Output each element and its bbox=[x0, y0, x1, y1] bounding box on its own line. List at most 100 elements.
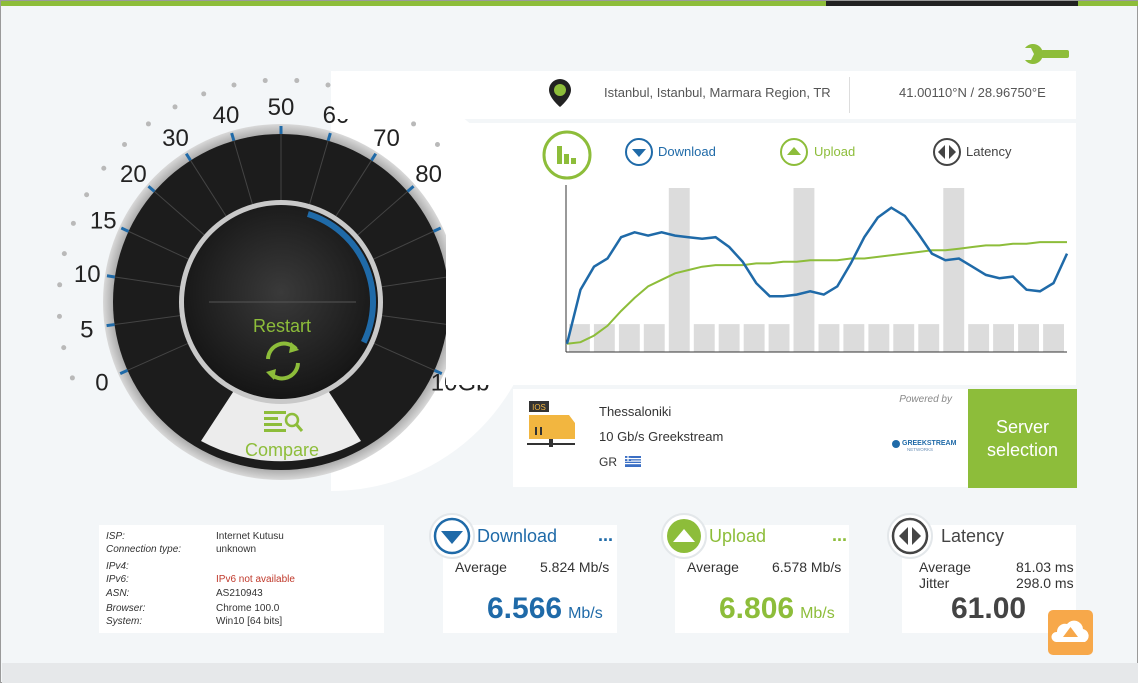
latency-bar bbox=[1018, 324, 1039, 352]
gauge-segment-divider bbox=[190, 160, 228, 218]
gauge-label-5: 5 bbox=[80, 316, 93, 343]
gauge-dot bbox=[69, 375, 75, 381]
gauge-segment-divider bbox=[379, 276, 448, 288]
latency-bar bbox=[843, 324, 865, 352]
upload-result-unit: Mb/s bbox=[800, 605, 835, 622]
server-panel: Powered by IOS Thessaloniki 10 Gb/s Gree… bbox=[513, 389, 968, 487]
download-average-value: 5.824 Mb/s bbox=[540, 559, 610, 575]
gauge-segment-divider bbox=[128, 230, 191, 261]
wrench-icon[interactable] bbox=[1023, 41, 1073, 67]
download-result-unit: Mb/s bbox=[568, 605, 603, 622]
gauge-label-0: 0 bbox=[95, 370, 108, 397]
latency-bars bbox=[569, 188, 1064, 352]
latency-bar bbox=[668, 188, 690, 352]
latency-bar bbox=[818, 324, 840, 352]
gauge-segment-divider bbox=[371, 230, 434, 261]
upload-result-value: 6.806 bbox=[719, 592, 795, 625]
gauge-dot bbox=[434, 142, 440, 148]
latency-jitter-label: Jitter bbox=[919, 575, 950, 591]
svg-text:GREEKSTREAM: GREEKSTREAM bbox=[902, 440, 957, 447]
location-coords: 41.00110°N / 28.96750°E bbox=[899, 85, 1046, 100]
gauge-label-40: 40 bbox=[213, 102, 240, 129]
upload-average-value: 6.578 Mb/s bbox=[772, 559, 842, 575]
latency-bar bbox=[643, 324, 665, 352]
latency-jitter-value: 298.0 ms bbox=[1016, 575, 1074, 591]
download-legend-label: Download bbox=[658, 144, 716, 159]
server-selection-button[interactable]: Server selection bbox=[968, 389, 1077, 488]
gauge-dot bbox=[411, 121, 417, 127]
gauge-label-80: 80 bbox=[415, 161, 442, 188]
download-legend-icon bbox=[625, 138, 653, 166]
latency-stat-icon bbox=[887, 513, 933, 559]
gauge-dot bbox=[122, 142, 128, 148]
upload-legend-label: Upload bbox=[814, 144, 856, 159]
server-selection-label-2: selection bbox=[986, 439, 1059, 460]
server-icon: IOS bbox=[527, 401, 575, 447]
footer-strip bbox=[2, 663, 1138, 683]
gauge-segment-divider bbox=[308, 140, 329, 207]
restart-icon[interactable] bbox=[266, 341, 300, 381]
gauge-tick bbox=[106, 274, 116, 279]
location-separator bbox=[849, 77, 850, 113]
upload-series-line bbox=[566, 241, 1067, 345]
download-series-line bbox=[565, 206, 1069, 345]
latency-bar bbox=[569, 324, 590, 352]
download-average-label: Average bbox=[455, 559, 507, 575]
greekstream-logo: GREEKSTREAM NETWORKS bbox=[892, 440, 957, 452]
cloud-upload-icon bbox=[1051, 620, 1089, 642]
gauge-segment-divider bbox=[372, 342, 435, 371]
gauge-dot bbox=[84, 192, 90, 198]
gauge-tick bbox=[432, 226, 442, 233]
latency-legend-icon bbox=[933, 138, 961, 166]
gauge-dot bbox=[145, 121, 151, 127]
latency-bar bbox=[793, 188, 815, 352]
latency-bar bbox=[768, 324, 790, 352]
gauge-dot bbox=[201, 91, 207, 97]
gauge-dot bbox=[61, 251, 67, 257]
compare-icon bbox=[264, 411, 304, 432]
gauge-label-70: 70 bbox=[373, 125, 400, 152]
server-city: Thessaloniki bbox=[599, 404, 672, 419]
upload-result: 6.806 Mb/s bbox=[719, 592, 835, 626]
location-text: Istanbul, Istanbul, Marmara Region, TR bbox=[604, 85, 831, 100]
top-accent-bar-right bbox=[1078, 1, 1138, 6]
gauge-dot bbox=[294, 78, 300, 84]
download-stat-icon bbox=[429, 513, 475, 559]
download-more-button[interactable]: ... bbox=[598, 525, 614, 545]
connection-info-panel: ISP: Internet Kutusu Connection type: unkn… bbox=[99, 525, 384, 633]
download-result-value: 6.566 bbox=[487, 592, 563, 625]
svg-text:NETWORKS: NETWORKS bbox=[907, 447, 933, 452]
gauge-progress-arc bbox=[307, 211, 376, 344]
gauge-dot bbox=[325, 82, 331, 88]
gauge-tick bbox=[147, 185, 156, 193]
upload-stat-title: Upload bbox=[709, 526, 767, 546]
gauge-segment-divider bbox=[154, 191, 207, 237]
gauge-dot bbox=[101, 165, 107, 171]
gauge-dot bbox=[70, 220, 76, 226]
server-country: GR bbox=[599, 455, 617, 469]
map-pin-icon bbox=[549, 79, 571, 107]
latency-average-value: 81.03 ms bbox=[1016, 559, 1074, 575]
location-bar: Istanbul, Istanbul, Marmara Region, TR 4… bbox=[336, 71, 1076, 119]
latency-average-label: Average bbox=[919, 559, 971, 575]
upload-more-button[interactable]: ... bbox=[832, 525, 848, 545]
gauge-tick bbox=[433, 368, 443, 375]
latency-bar bbox=[993, 324, 1014, 352]
latency-legend-label: Latency bbox=[966, 144, 1012, 159]
compare-label[interactable]: Compare bbox=[245, 440, 319, 460]
latency-bar bbox=[743, 324, 765, 352]
upload-average-label: Average bbox=[687, 559, 739, 575]
server-provider: 10 Gb/s Greekstream bbox=[599, 429, 724, 444]
chart-icon bbox=[542, 130, 592, 180]
gauge-tick bbox=[106, 323, 115, 328]
gauge-tick bbox=[230, 132, 236, 142]
restart-label[interactable]: Restart bbox=[253, 316, 311, 336]
scroll-top-button[interactable] bbox=[1048, 610, 1093, 655]
gauge-segment-divider bbox=[380, 314, 448, 326]
gauge-label-50: 50 bbox=[268, 94, 295, 121]
latency-bar bbox=[718, 324, 740, 352]
gauge-dot bbox=[172, 104, 178, 110]
gauge-label-10: 10 bbox=[74, 261, 101, 288]
gauge-dot bbox=[61, 345, 67, 351]
